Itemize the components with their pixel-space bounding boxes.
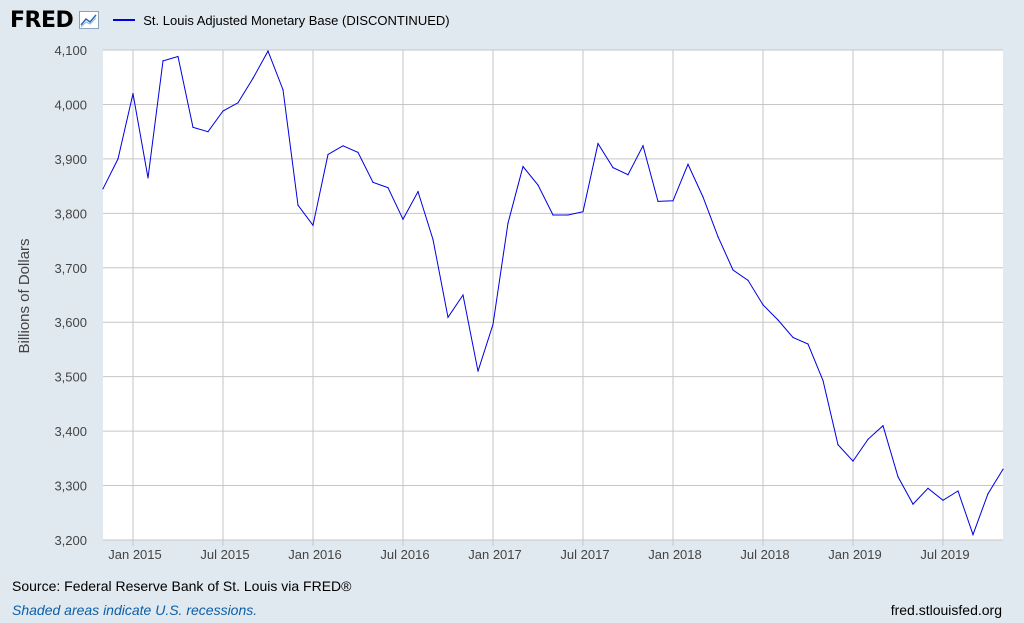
data-point: [192, 126, 194, 128]
data-point: [987, 493, 989, 495]
y-tick-label: 3,800: [54, 206, 87, 221]
data-point: [312, 224, 314, 226]
x-tick-label: Jan 2016: [288, 547, 342, 562]
y-tick-label: 3,300: [54, 479, 87, 494]
data-point: [582, 211, 584, 213]
data-point: [462, 294, 464, 296]
x-tick-label: Jul 2018: [740, 547, 789, 562]
data-point: [1002, 468, 1004, 470]
data-point: [402, 218, 404, 220]
data-point: [372, 181, 374, 183]
data-point: [897, 476, 899, 478]
data-point: [117, 158, 119, 160]
data-point: [537, 184, 539, 186]
data-point: [252, 77, 254, 79]
x-tick-label: Jan 2019: [828, 547, 882, 562]
data-point: [327, 153, 329, 156]
data-point: [417, 191, 419, 193]
legend-label: St. Louis Adjusted Monetary Base (DISCON…: [143, 12, 450, 28]
data-point: [162, 60, 164, 62]
data-point: [702, 196, 704, 198]
x-tick-label: Jul 2016: [380, 547, 429, 562]
data-point: [642, 145, 644, 147]
data-point: [912, 503, 914, 505]
recession-note: Shaded areas indicate U.S. recessions.: [12, 602, 258, 618]
plot-background: [103, 50, 1003, 540]
data-point: [837, 444, 839, 446]
x-tick-label: Jan 2018: [648, 547, 702, 562]
y-tick-label: 4,000: [54, 97, 87, 112]
data-point: [957, 490, 959, 492]
data-point: [627, 174, 629, 176]
data-point: [357, 151, 359, 153]
data-point: [267, 50, 269, 52]
data-point: [612, 167, 614, 169]
data-point: [747, 279, 749, 281]
data-point: [777, 319, 779, 321]
y-tick-label: 3,400: [54, 424, 87, 439]
data-point: [597, 143, 599, 145]
data-point: [657, 200, 659, 202]
y-tick-label: 3,500: [54, 370, 87, 385]
data-point: [552, 214, 554, 216]
x-tick-label: Jul 2019: [920, 547, 969, 562]
data-point: [102, 188, 104, 190]
x-tick-label: Jan 2015: [108, 547, 162, 562]
data-point: [507, 222, 509, 224]
data-point: [177, 55, 179, 58]
data-point: [477, 370, 479, 372]
source-url[interactable]: fred.stlouisfed.org: [890, 602, 1002, 618]
legend-swatch: [113, 19, 136, 21]
data-point: [762, 304, 764, 306]
data-point: [147, 177, 149, 179]
y-tick-label: 3,200: [54, 533, 87, 548]
data-point: [282, 89, 284, 91]
data-point: [822, 379, 824, 382]
y-tick-label: 3,900: [54, 152, 87, 167]
data-point: [522, 165, 524, 168]
y-axis-label: Billions of Dollars: [16, 238, 33, 353]
data-point: [672, 200, 674, 202]
data-point: [297, 204, 299, 206]
data-point: [852, 460, 854, 462]
legend: St. Louis Adjusted Monetary Base (DISCON…: [113, 12, 450, 28]
data-point: [927, 487, 929, 489]
data-point: [807, 343, 809, 345]
data-point: [567, 214, 569, 216]
x-tick-label: Jul 2015: [200, 547, 249, 562]
data-point: [342, 145, 344, 147]
data-point: [447, 316, 449, 318]
data-point: [942, 499, 944, 501]
x-tick-label: Jan 2017: [468, 547, 522, 562]
y-tick-label: 4,100: [54, 43, 87, 58]
data-point: [717, 236, 719, 238]
data-point: [432, 238, 434, 241]
chart-area: 3,200 3,300 3,400 3,500 3,600 3,700 3,800 3,900…: [16, 43, 1004, 562]
x-tick-label: Jul 2017: [560, 547, 609, 562]
source-note: Source: Federal Reserve Bank of St. Loui…: [12, 578, 352, 594]
data-point: [237, 102, 239, 104]
data-point: [687, 163, 689, 165]
y-tick-label: 3,700: [54, 261, 87, 276]
data-point: [492, 323, 494, 325]
data-point: [132, 93, 134, 95]
y-tick-label: 3,600: [54, 315, 87, 330]
data-point: [867, 438, 869, 440]
chart-header: FRED St. Louis Adjusted Monetary Base (D…: [10, 6, 450, 34]
data-point: [387, 187, 389, 189]
data-point: [972, 534, 974, 536]
data-point: [792, 336, 794, 339]
data-point: [882, 425, 884, 427]
data-point: [207, 131, 209, 133]
data-point: [222, 110, 224, 112]
data-point: [732, 269, 734, 271]
fred-logo[interactable]: FRED: [10, 7, 74, 33]
line-graph-icon: [79, 11, 100, 29]
